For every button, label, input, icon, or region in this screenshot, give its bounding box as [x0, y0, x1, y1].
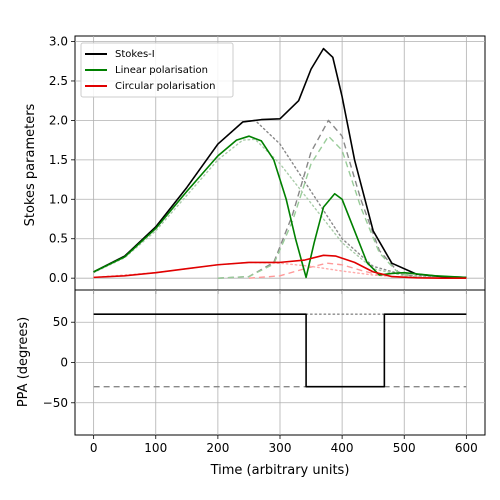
bottom-series-solid-0	[93, 313, 467, 388]
y-tick-label: 0	[60, 356, 68, 370]
bottom-series	[93, 313, 467, 388]
bottom-ticks: 0 100 200 300 400 500 600 −50 0 50	[43, 315, 478, 455]
bottom-y-axis-label: PPA (degrees)	[16, 317, 31, 407]
top-series-stokes-i	[93, 47, 467, 279]
x-tick-label: 500	[393, 441, 416, 455]
legend-label-circular: Circular polarisation	[115, 81, 215, 92]
x-axis-label: Time (arbitrary units)	[210, 463, 350, 478]
y-tick-label: 1.0	[49, 192, 68, 206]
y-tick-label: −50	[43, 396, 68, 410]
x-tick-label: 0	[90, 441, 98, 455]
top-y-axis-label: Stokes parameters	[23, 103, 38, 226]
x-tick-label: 100	[144, 441, 167, 455]
x-tick-label: 200	[206, 441, 229, 455]
bottom-grid	[75, 290, 485, 435]
legend-label-stokes-i: Stokes-I	[115, 49, 155, 60]
y-tick-label: 2.5	[49, 74, 68, 88]
top-series-dashed-6	[217, 135, 467, 279]
legend-box	[80, 42, 234, 98]
y-tick-label: 3.0	[49, 35, 68, 49]
legend: Stokes-I Linear polarisation Circular po…	[80, 42, 234, 98]
y-tick-label: 0.5	[49, 232, 68, 246]
top-series-circular-polarisation	[93, 254, 467, 279]
y-tick-label: 2.0	[49, 113, 68, 127]
x-tick-label: 600	[455, 441, 478, 455]
top-panel: 0.00.51.01.52.02.53.0 Stokes parameters …	[23, 35, 486, 294]
x-tick-label: 300	[269, 441, 292, 455]
top-series	[92, 47, 468, 279]
y-tick-label: 1.5	[49, 153, 68, 167]
y-tick-label: 50	[53, 315, 68, 329]
y-tick-label: 0.0	[49, 271, 68, 285]
x-tick-label: 400	[331, 441, 354, 455]
legend-label-linear: Linear polarisation	[115, 65, 208, 76]
